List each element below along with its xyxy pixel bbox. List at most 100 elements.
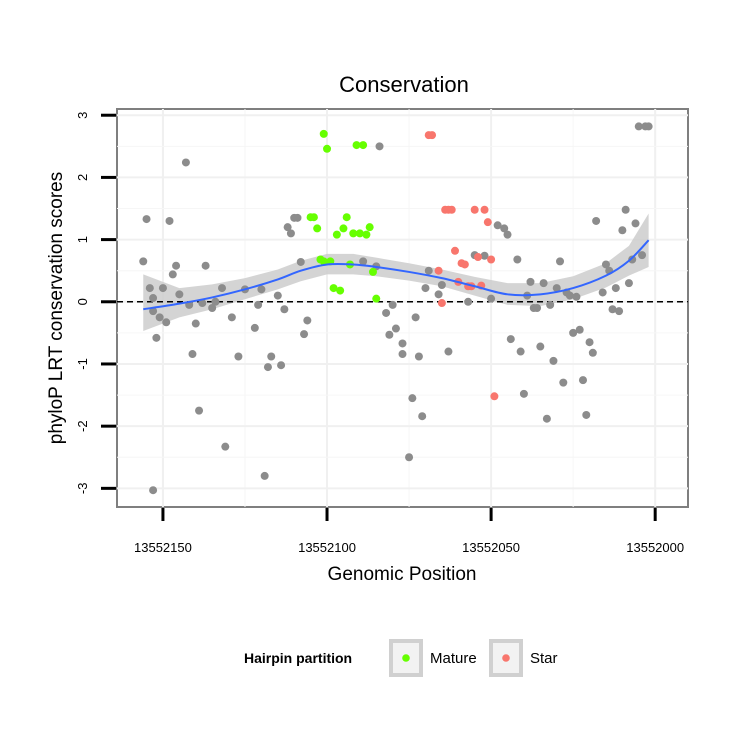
data-point-other xyxy=(408,394,417,403)
y-tick-label: 0 xyxy=(75,298,90,305)
data-point-other xyxy=(464,297,473,306)
data-point-other xyxy=(556,257,565,266)
data-point-other xyxy=(188,350,197,359)
data-point-other xyxy=(549,356,558,365)
data-point-other xyxy=(234,352,243,361)
data-point-other xyxy=(250,323,259,332)
data-point-other xyxy=(405,453,414,462)
data-point-other xyxy=(634,122,643,131)
data-point-other xyxy=(631,219,640,228)
legend-label-star: Star xyxy=(530,650,558,667)
data-point-other xyxy=(139,257,148,266)
data-point-other xyxy=(487,294,496,303)
data-point-other xyxy=(621,205,630,214)
data-point-other xyxy=(198,299,207,308)
data-point-other xyxy=(208,304,217,312)
data-point-other xyxy=(283,223,292,232)
data-point-other xyxy=(145,284,154,293)
data-point-other xyxy=(565,291,574,300)
data-point-other xyxy=(513,255,522,264)
data-point-mature xyxy=(352,141,361,150)
data-point-mature xyxy=(349,229,358,238)
data-point-other xyxy=(181,158,190,167)
data-point-mature xyxy=(336,286,345,295)
data-point-other xyxy=(598,288,607,297)
data-point-other xyxy=(273,291,282,300)
data-point-star xyxy=(480,205,489,214)
data-point-other xyxy=(624,279,633,288)
legend-marker-star xyxy=(502,654,510,662)
data-point-other xyxy=(542,414,551,423)
data-point-other xyxy=(257,285,266,294)
y-axis: -3 -2 -1 0 1 2 3 xyxy=(75,112,116,495)
data-point-other xyxy=(168,270,177,279)
data-point-mature xyxy=(342,213,351,222)
data-point-other xyxy=(158,284,167,293)
data-point-other xyxy=(411,313,420,322)
loess-smooth-line xyxy=(143,239,650,311)
data-point-mature xyxy=(319,129,328,138)
data-point-mature xyxy=(355,229,364,238)
data-point-other xyxy=(385,330,394,339)
data-point-other xyxy=(260,471,269,480)
data-point-star xyxy=(447,205,456,214)
data-point-other xyxy=(211,297,220,306)
data-points xyxy=(139,122,653,495)
data-point-other xyxy=(503,230,512,239)
data-point-other xyxy=(201,261,210,270)
x-axis: 13552150 13552100 13552050 13552000 xyxy=(134,508,684,555)
data-point-other xyxy=(359,257,368,266)
data-point-other xyxy=(303,316,312,325)
data-point-other xyxy=(221,442,230,451)
data-point-other xyxy=(195,406,204,415)
data-point-other xyxy=(628,255,637,264)
data-point-other xyxy=(263,363,272,372)
data-point-mature xyxy=(323,144,332,153)
data-point-star xyxy=(473,253,482,262)
data-point-other xyxy=(421,284,430,293)
y-tick-label: -2 xyxy=(75,420,90,432)
data-point-other xyxy=(480,251,489,260)
data-point-other xyxy=(398,350,407,359)
data-point-other xyxy=(414,352,423,361)
data-point-mature xyxy=(332,230,341,239)
data-point-star xyxy=(487,255,496,264)
data-point-other xyxy=(165,216,174,225)
data-point-other xyxy=(149,294,158,303)
data-point-mature xyxy=(359,141,368,150)
data-point-other xyxy=(172,261,181,270)
data-point-mature xyxy=(316,255,325,264)
data-point-mature xyxy=(329,284,338,293)
data-point-other xyxy=(277,361,286,370)
data-point-other xyxy=(578,376,587,385)
data-point-mature xyxy=(365,223,374,232)
legend-title: Hairpin partition xyxy=(244,650,352,666)
data-point-other xyxy=(424,266,433,275)
data-point-mature xyxy=(368,267,377,276)
data-point-other xyxy=(227,313,236,322)
data-point-other xyxy=(218,284,227,293)
chart-title: Conservation xyxy=(339,72,469,97)
data-point-other xyxy=(398,339,407,348)
data-point-other xyxy=(280,305,289,314)
data-point-other xyxy=(296,257,305,266)
data-point-other xyxy=(375,142,384,151)
data-point-other xyxy=(638,251,647,260)
data-point-star xyxy=(483,218,492,227)
data-point-other xyxy=(162,318,171,327)
data-point-other xyxy=(267,352,276,361)
data-point-other xyxy=(434,290,443,299)
data-point-other xyxy=(155,313,164,322)
data-point-other xyxy=(588,348,597,357)
x-tick-label: 13552050 xyxy=(462,540,520,555)
y-tick-label: -1 xyxy=(75,358,90,370)
data-point-other xyxy=(572,292,581,301)
data-point-other xyxy=(493,221,502,230)
data-point-other xyxy=(152,333,161,342)
y-tick-label: 1 xyxy=(75,236,90,243)
data-point-other xyxy=(644,122,653,131)
y-tick-label: -3 xyxy=(75,483,90,495)
data-point-other xyxy=(418,412,427,421)
x-tick-label: 13552000 xyxy=(626,540,684,555)
data-point-other xyxy=(552,284,561,293)
